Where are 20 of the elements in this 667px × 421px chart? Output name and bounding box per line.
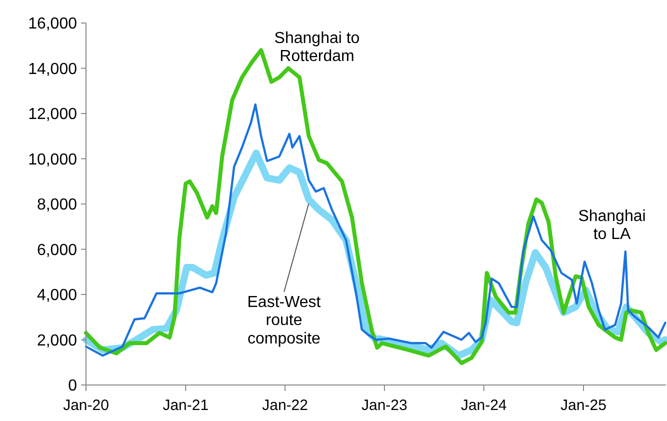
- x-tick-label: Jan-25: [560, 397, 606, 414]
- y-tick-label: 2,000: [36, 332, 78, 350]
- line-series: [84, 48, 667, 366]
- y-tick-label: 6,000: [36, 242, 78, 259]
- x-tick-label: Jan-20: [63, 397, 109, 414]
- x-tick-label: Jan-21: [162, 397, 209, 414]
- x-tick-label: Jan-24: [460, 397, 507, 414]
- text: East-West route composite: [247, 294, 322, 348]
- y-tick-label: 10,000: [28, 151, 78, 168]
- y-tick-label: 14,000: [28, 60, 78, 78]
- y-tick-label: 0: [68, 378, 78, 395]
- line-series: [84, 103, 666, 357]
- x-tick-label: Jan-23: [362, 397, 408, 414]
- x-tick-label: Jan-22: [262, 397, 308, 414]
- y-tick-label: 4,000: [36, 287, 78, 304]
- series-label: Shanghai to Rotterdam: [274, 30, 360, 66]
- y-tick-label: 12,000: [28, 106, 78, 124]
- y-tick-label: 8,000: [36, 196, 78, 214]
- series-label: Shanghai to LA: [578, 208, 646, 244]
- y-tick-label: 16,000: [28, 16, 78, 33]
